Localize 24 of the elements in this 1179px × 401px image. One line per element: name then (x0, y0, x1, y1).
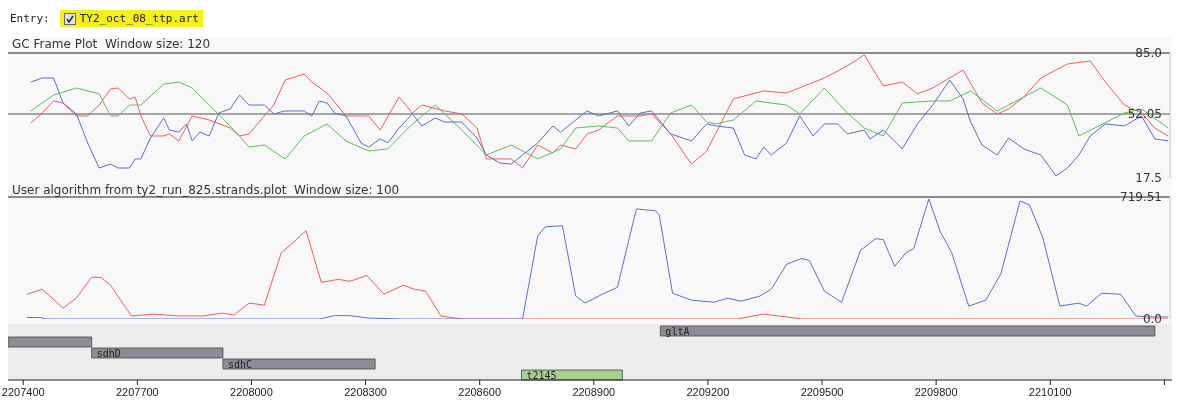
text: TY2_oct_08_ttp.art (79, 12, 199, 25)
y-tick-label: sdhC (227, 358, 253, 370)
y-tick-label: 719.51 (1120, 190, 1162, 204)
chart-title: GC Frame Plot Window size: 120 (12, 37, 211, 51)
x-tick-label: 2209500 (800, 385, 844, 398)
x-tick-label: 2207700 (115, 385, 159, 398)
x-tick-label: 2209200 (686, 385, 730, 398)
x-tick-label: 2208600 (458, 385, 502, 398)
y-tick-label: gltA (665, 325, 690, 337)
x-tick-label: 2208900 (572, 385, 616, 398)
bar (659, 325, 1156, 337)
x-tick-label: 2207400 (1, 385, 45, 398)
y-tick-label: 0.0 (1142, 312, 1162, 326)
chart-title: User algorithm from ty2_run_825.strands.plot Window size: 100 (12, 183, 400, 197)
y-tick-label: sdhD (96, 347, 121, 359)
line-series (30, 81, 1169, 160)
text: Entry: (10, 12, 50, 25)
y-tick-label: 85.0 (1135, 46, 1162, 60)
x-tick-label: 2208300 (344, 385, 387, 398)
x-tick-label: 2210100 (1028, 385, 1072, 398)
x-tick-label: 2209800 (914, 385, 958, 398)
y-tick-label: 17.5 (1135, 171, 1162, 185)
y-tick-label: t2145 (526, 369, 557, 381)
x-tick-label: 2208000 (230, 385, 273, 398)
